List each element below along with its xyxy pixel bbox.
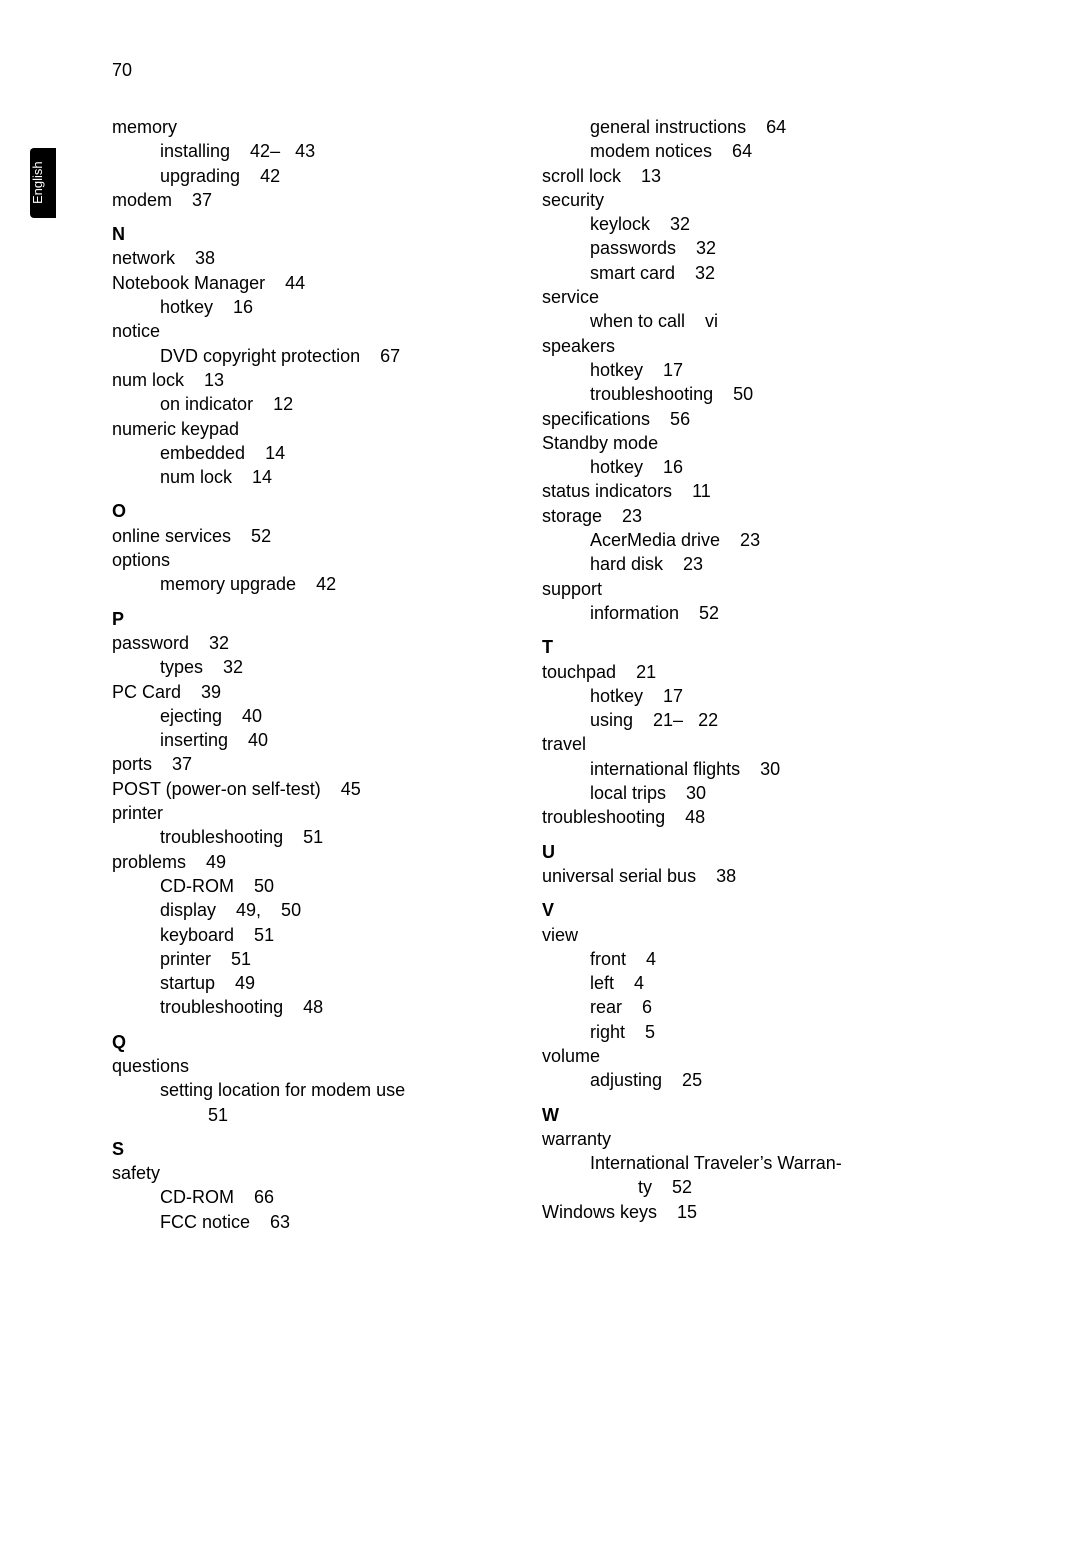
- index-entry: speakers: [542, 334, 922, 358]
- index-entry: S: [112, 1137, 492, 1161]
- index-entry: numeric keypad: [112, 417, 492, 441]
- index-entry: network 38: [112, 246, 492, 270]
- index-left-column: memoryinstalling 42– 43upgrading 42modem…: [112, 115, 492, 1234]
- index-entry: touchpad 21: [542, 660, 922, 684]
- index-entry: FCC notice 63: [112, 1210, 492, 1234]
- index-entry: right 5: [542, 1020, 922, 1044]
- index-entry: Notebook Manager 44: [112, 271, 492, 295]
- index-entry: general instructions 64: [542, 115, 922, 139]
- index-entry: startup 49: [112, 971, 492, 995]
- index-entry: modem notices 64: [542, 139, 922, 163]
- index-entry: O: [112, 499, 492, 523]
- index-entry: troubleshooting 50: [542, 382, 922, 406]
- index-entry: memory: [112, 115, 492, 139]
- index-entry: support: [542, 577, 922, 601]
- index-entry: printer: [112, 801, 492, 825]
- index-right-column: general instructions 64modem notices 64s…: [542, 115, 922, 1234]
- index-entry: num lock 13: [112, 368, 492, 392]
- index-entry: ports 37: [112, 752, 492, 776]
- index-entry: using 21– 22: [542, 708, 922, 732]
- index-entry: CD-ROM 66: [112, 1185, 492, 1209]
- index-entry: keylock 32: [542, 212, 922, 236]
- index-entry: front 4: [542, 947, 922, 971]
- index-entry: keyboard 51: [112, 923, 492, 947]
- index-entry: volume: [542, 1044, 922, 1068]
- index-entry: on indicator 12: [112, 392, 492, 416]
- index-entry: troubleshooting 48: [542, 805, 922, 829]
- index-entry: inserting 40: [112, 728, 492, 752]
- index-entry: status indicators 11: [542, 479, 922, 503]
- index-entry: storage 23: [542, 504, 922, 528]
- index-entry: AcerMedia drive 23: [542, 528, 922, 552]
- index-entry: types 32: [112, 655, 492, 679]
- index-entry: Standby mode: [542, 431, 922, 455]
- index-entry: PC Card 39: [112, 680, 492, 704]
- index-entry: smart card 32: [542, 261, 922, 285]
- index-entry: local trips 30: [542, 781, 922, 805]
- index-entry: adjusting 25: [542, 1068, 922, 1092]
- index-entry: international flights 30: [542, 757, 922, 781]
- index-entry: hotkey 16: [542, 455, 922, 479]
- index-entry: problems 49: [112, 850, 492, 874]
- index-entry: ejecting 40: [112, 704, 492, 728]
- index-entry: warranty: [542, 1127, 922, 1151]
- index-entry: upgrading 42: [112, 164, 492, 188]
- index-entry: passwords 32: [542, 236, 922, 260]
- index-entry: rear 6: [542, 995, 922, 1019]
- index-entry: V: [542, 898, 922, 922]
- index-entry: hotkey 17: [542, 684, 922, 708]
- index-entry: U: [542, 840, 922, 864]
- index-entry: hotkey 16: [112, 295, 492, 319]
- index-entry: Q: [112, 1030, 492, 1054]
- index-entry: service: [542, 285, 922, 309]
- index-entry: travel: [542, 732, 922, 756]
- index-entry: printer 51: [112, 947, 492, 971]
- language-tab-label: English: [30, 162, 45, 205]
- index-entry: Windows keys 15: [542, 1200, 922, 1224]
- index-entry: view: [542, 923, 922, 947]
- index-entry: T: [542, 635, 922, 659]
- index-entry: installing 42– 43: [112, 139, 492, 163]
- index-entry: safety: [112, 1161, 492, 1185]
- index-entry: embedded 14: [112, 441, 492, 465]
- index-entry: modem 37: [112, 188, 492, 212]
- index-entry: International Traveler’s Warran-: [542, 1151, 922, 1175]
- index-entry: P: [112, 607, 492, 631]
- index-entry: N: [112, 222, 492, 246]
- index-entry: POST (power-on self-test) 45: [112, 777, 492, 801]
- index-entry: universal serial bus 38: [542, 864, 922, 888]
- language-tab: English: [30, 148, 56, 218]
- index-entry: num lock 14: [112, 465, 492, 489]
- index-entry: specifications 56: [542, 407, 922, 431]
- index-entry: options: [112, 548, 492, 572]
- index-entry: troubleshooting 48: [112, 995, 492, 1019]
- index-entry: DVD copyright protection 67: [112, 344, 492, 368]
- index-entry: CD-ROM 50: [112, 874, 492, 898]
- page-number: 70: [112, 60, 132, 81]
- index-entry: online services 52: [112, 524, 492, 548]
- index-entry: left 4: [542, 971, 922, 995]
- index-entry: information 52: [542, 601, 922, 625]
- index-entry: ty 52: [542, 1175, 922, 1199]
- index-entry: troubleshooting 51: [112, 825, 492, 849]
- index-entry: password 32: [112, 631, 492, 655]
- index-entry: W: [542, 1103, 922, 1127]
- index-entry: security: [542, 188, 922, 212]
- index-entry: display 49, 50: [112, 898, 492, 922]
- index-columns: memoryinstalling 42– 43upgrading 42modem…: [112, 115, 922, 1234]
- index-entry: hotkey 17: [542, 358, 922, 382]
- index-entry: when to call vi: [542, 309, 922, 333]
- index-entry: hard disk 23: [542, 552, 922, 576]
- index-entry: setting location for modem use: [112, 1078, 492, 1102]
- index-entry: memory upgrade 42: [112, 572, 492, 596]
- index-entry: scroll lock 13: [542, 164, 922, 188]
- index-entry: questions: [112, 1054, 492, 1078]
- index-entry: 51: [112, 1103, 492, 1127]
- index-entry: notice: [112, 319, 492, 343]
